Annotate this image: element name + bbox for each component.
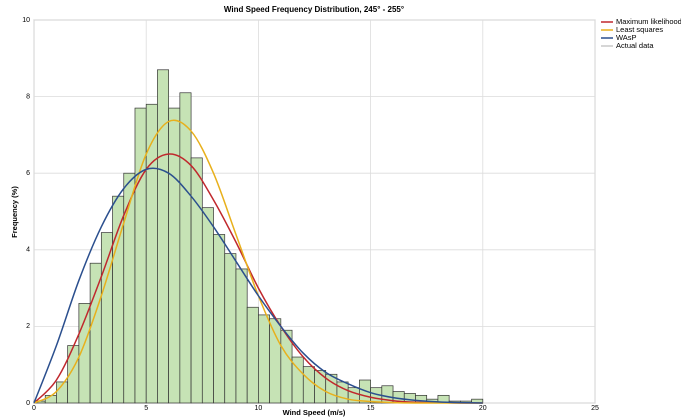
fit-curve	[33, 153, 483, 404]
x-tick-label: 15	[367, 405, 375, 412]
histogram-bar	[134, 107, 147, 404]
histogram-bar	[235, 268, 248, 404]
y-tick-label: 2	[26, 323, 30, 330]
histogram-bar	[302, 366, 315, 404]
fit-curve	[33, 167, 483, 404]
legend-label: Actual data	[616, 41, 654, 50]
legend-label: Maximum likelihood	[616, 17, 681, 26]
y-tick-label: 10	[22, 17, 30, 24]
histogram-bar	[258, 314, 270, 404]
y-tick-label: 6	[26, 170, 30, 177]
histogram-bar	[224, 253, 237, 404]
histogram-bar	[201, 207, 214, 404]
x-tick-label: 25	[591, 405, 599, 412]
y-tick-label: 4	[26, 247, 30, 254]
histogram-bar	[246, 306, 259, 404]
chart-title: Wind Speed Frequency Distribution, 245° …	[224, 5, 404, 14]
histogram-bar	[314, 370, 327, 404]
histogram-bar	[190, 157, 203, 404]
legend-label: WAsP	[616, 33, 637, 42]
histogram-bar	[89, 262, 102, 404]
x-tick-label: 0	[32, 405, 36, 412]
histogram-bar	[168, 107, 181, 404]
histogram-bar	[336, 381, 349, 404]
fit-curve	[33, 119, 483, 404]
histogram-bar	[123, 172, 136, 404]
histogram-bar	[179, 92, 192, 404]
y-axis-title: Frequency (%)	[10, 186, 19, 238]
x-tick-label: 5	[144, 405, 148, 412]
histogram-bar	[100, 232, 113, 404]
histogram-bar	[213, 234, 226, 404]
x-axis-title: Wind Speed (m/s)	[283, 408, 346, 417]
legend-label: Least squares	[616, 25, 663, 34]
y-tick-label: 0	[26, 400, 30, 407]
histogram-bar	[269, 318, 282, 404]
x-tick-label: 20	[479, 405, 487, 412]
histogram-bar	[157, 69, 169, 404]
x-tick-label: 10	[255, 405, 263, 412]
y-tick-label: 8	[26, 93, 30, 100]
